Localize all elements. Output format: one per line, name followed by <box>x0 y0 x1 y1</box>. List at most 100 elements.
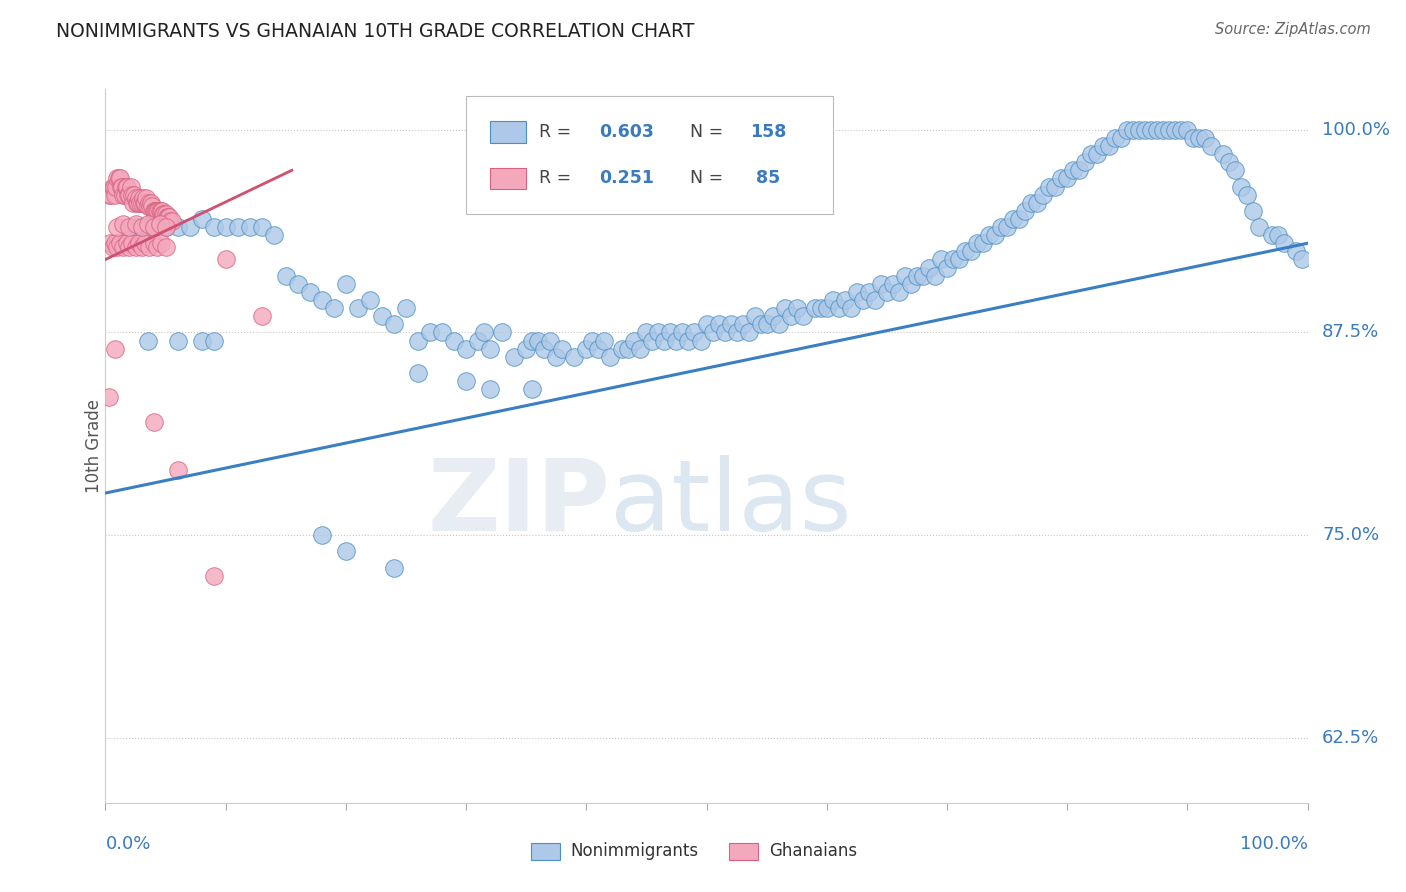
Point <box>107 220 129 235</box>
Point <box>155 220 177 235</box>
Text: Ghanaians: Ghanaians <box>769 842 858 860</box>
Point <box>1170 122 1192 136</box>
Point <box>406 366 429 380</box>
Point <box>159 213 181 227</box>
Point <box>731 318 754 332</box>
Point <box>1043 179 1066 194</box>
Point <box>111 179 134 194</box>
Point <box>143 203 166 218</box>
Point <box>1056 171 1078 186</box>
Point <box>1267 228 1289 243</box>
Point <box>1062 163 1084 178</box>
FancyBboxPatch shape <box>491 121 526 143</box>
Point <box>924 268 946 283</box>
Point <box>139 199 162 213</box>
Point <box>430 326 453 340</box>
Point <box>1260 228 1282 243</box>
Point <box>145 203 167 218</box>
Point <box>250 310 273 324</box>
Point <box>1032 187 1054 202</box>
Point <box>720 318 742 332</box>
Point <box>124 220 146 235</box>
Point <box>527 334 550 348</box>
Text: 87.5%: 87.5% <box>1322 324 1379 342</box>
Point <box>322 301 344 315</box>
Point <box>1249 220 1271 235</box>
Point <box>1194 131 1216 145</box>
Point <box>1135 122 1157 136</box>
Point <box>581 334 603 348</box>
Text: N =: N = <box>690 123 728 141</box>
Text: 100.0%: 100.0% <box>1240 835 1308 853</box>
Point <box>876 285 898 299</box>
Point <box>135 191 157 205</box>
Point <box>546 350 568 364</box>
Point <box>443 334 465 348</box>
Point <box>127 195 149 210</box>
Point <box>762 310 785 324</box>
Point <box>953 244 976 259</box>
Point <box>124 217 146 231</box>
Point <box>150 203 173 218</box>
Point <box>115 179 138 194</box>
Point <box>131 220 153 235</box>
Point <box>107 171 129 186</box>
Point <box>515 342 537 356</box>
Point <box>136 334 159 348</box>
Point <box>1080 147 1102 161</box>
Point <box>136 199 159 213</box>
Point <box>1236 187 1258 202</box>
Point <box>1069 163 1091 178</box>
Point <box>1218 155 1240 169</box>
Point <box>683 326 706 340</box>
Point <box>112 187 135 202</box>
Point <box>1128 122 1150 136</box>
Point <box>491 326 513 340</box>
Point <box>942 252 965 267</box>
Point <box>114 187 136 202</box>
Point <box>990 220 1012 235</box>
Point <box>1050 171 1073 186</box>
Point <box>132 191 155 205</box>
Point <box>665 334 688 348</box>
Point <box>166 220 188 235</box>
Point <box>382 560 405 574</box>
Point <box>98 390 121 404</box>
Text: 0.0%: 0.0% <box>105 835 150 853</box>
Point <box>786 301 808 315</box>
Point <box>103 179 125 194</box>
Point <box>749 318 772 332</box>
Point <box>136 217 159 231</box>
Point <box>419 326 441 340</box>
Point <box>702 326 724 340</box>
Point <box>98 236 121 251</box>
Text: R =: R = <box>540 169 578 187</box>
Point <box>948 252 970 267</box>
Point <box>725 326 748 340</box>
Point <box>984 228 1007 243</box>
Point <box>1146 122 1168 136</box>
Point <box>179 220 201 235</box>
Point <box>689 334 711 348</box>
Point <box>641 334 664 348</box>
Point <box>551 342 574 356</box>
Text: 62.5%: 62.5% <box>1322 729 1379 747</box>
Text: atlas: atlas <box>610 455 852 551</box>
Point <box>821 293 844 307</box>
Point <box>779 310 801 324</box>
Point <box>1175 122 1198 136</box>
Point <box>148 217 170 231</box>
Point <box>617 342 640 356</box>
Point <box>1116 122 1139 136</box>
Point <box>972 236 994 251</box>
Point <box>118 187 141 202</box>
Point <box>1085 147 1108 161</box>
Point <box>882 277 904 291</box>
Point <box>214 220 236 235</box>
Point <box>117 187 139 202</box>
Point <box>118 220 141 235</box>
Point <box>157 211 180 225</box>
FancyBboxPatch shape <box>531 843 560 860</box>
Point <box>149 203 172 218</box>
Point <box>1212 147 1234 161</box>
